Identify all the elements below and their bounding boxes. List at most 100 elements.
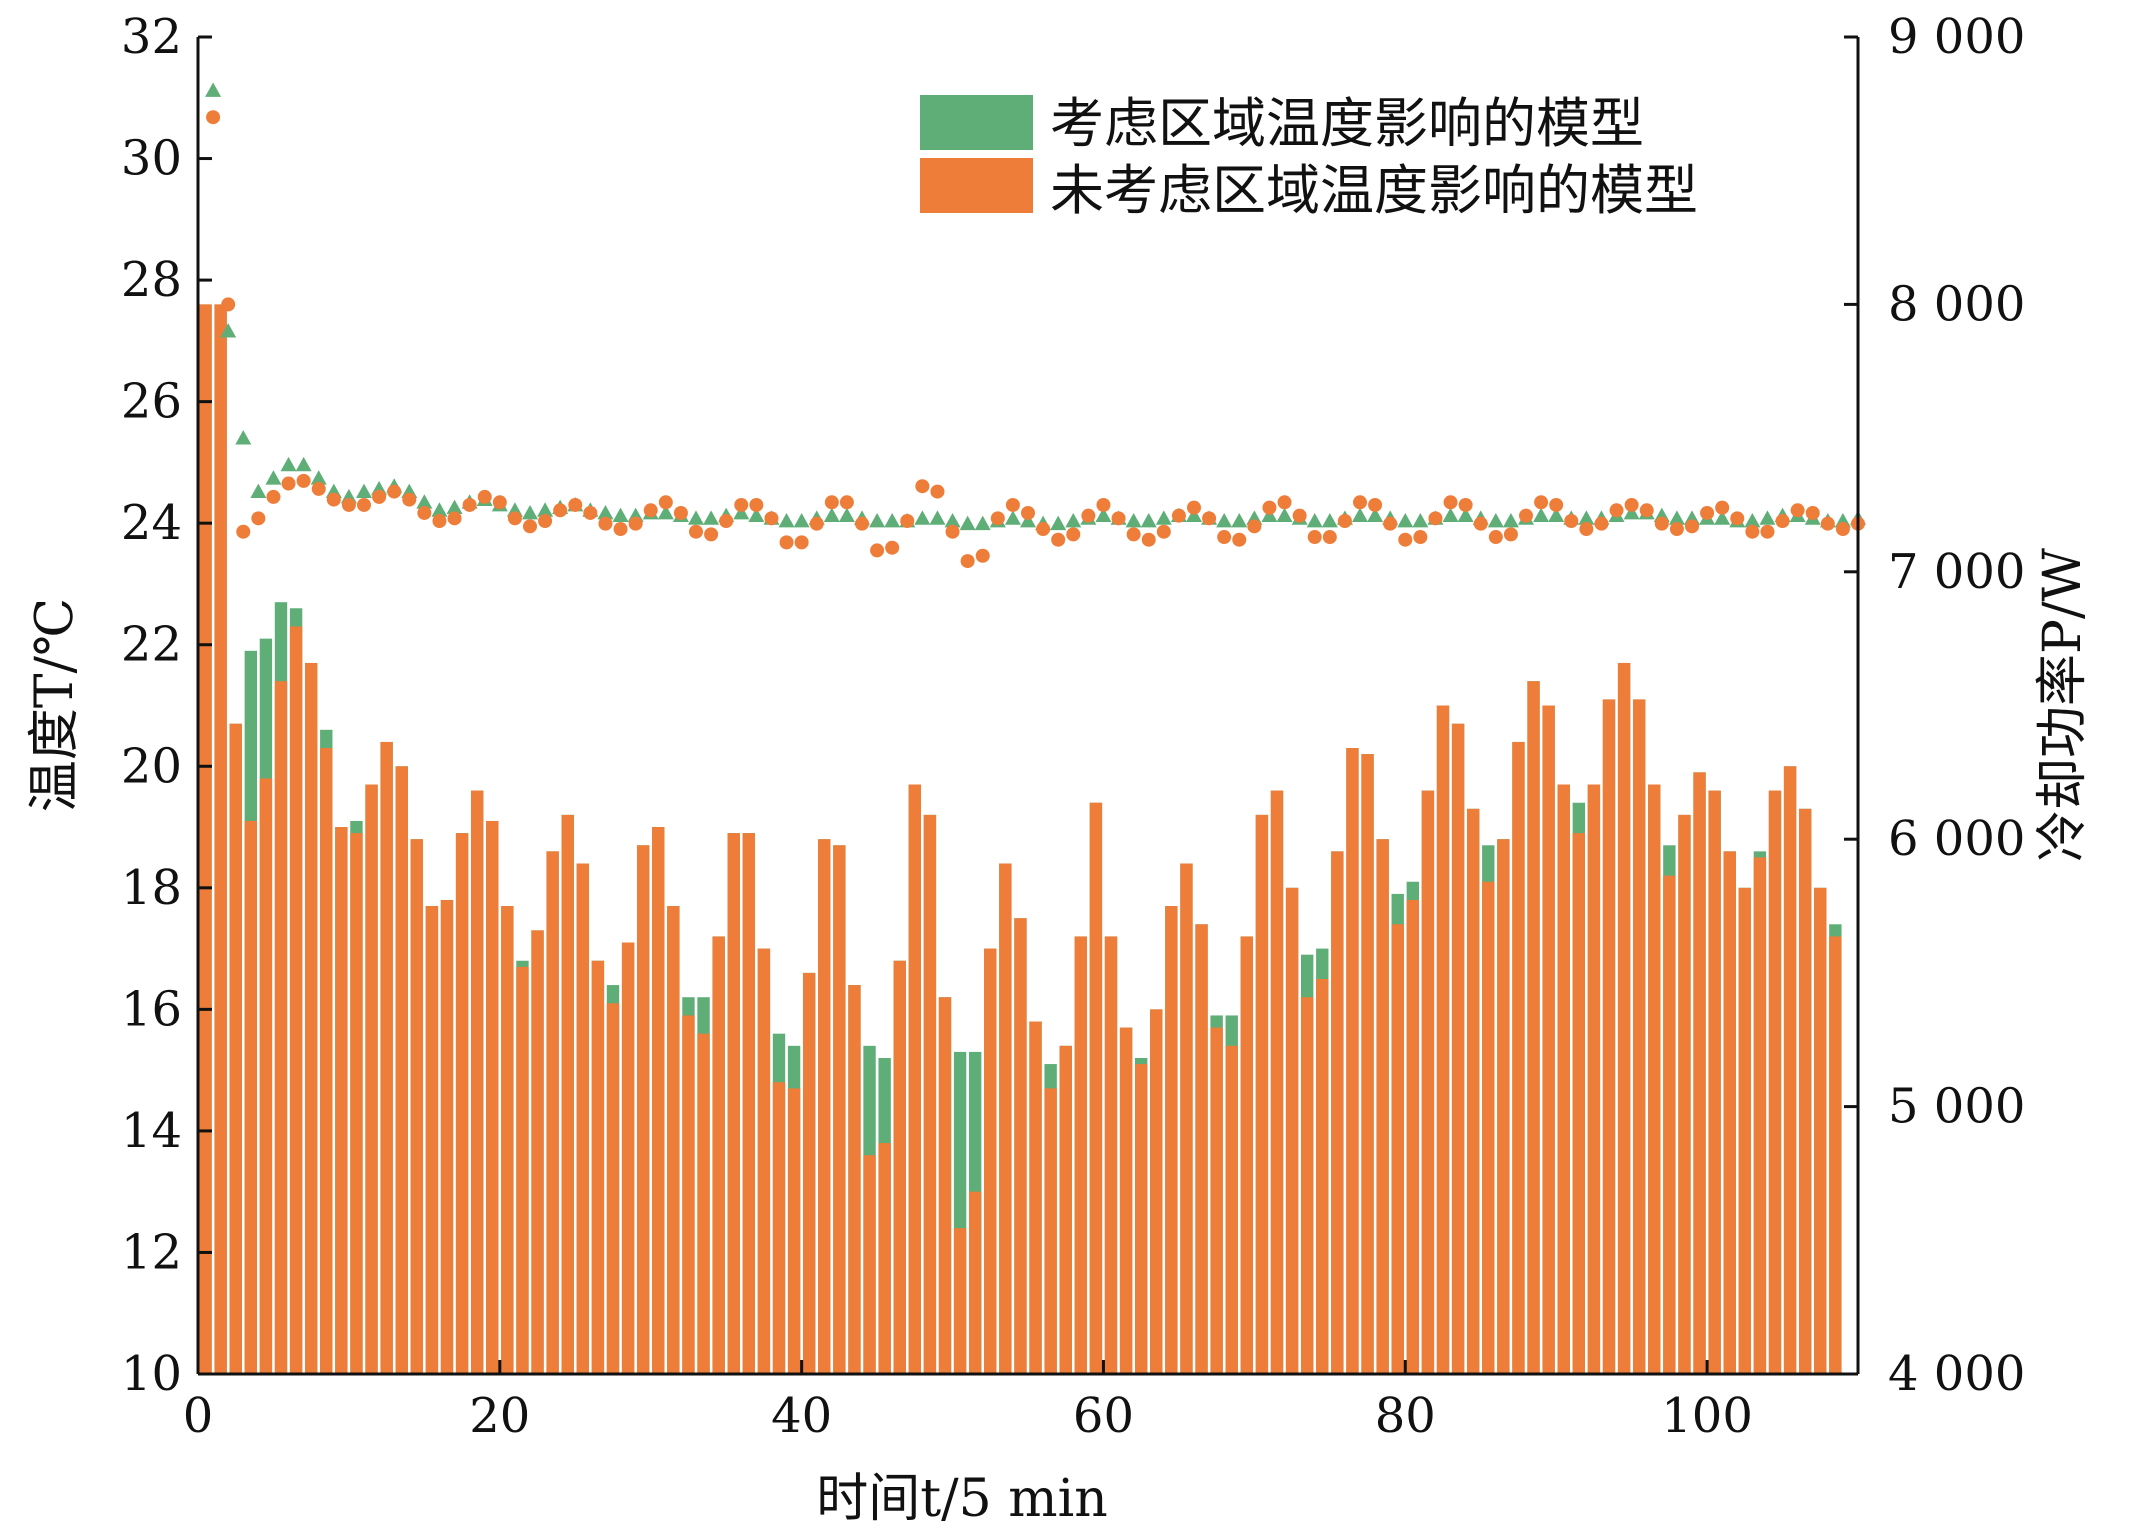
bar-unconsidered: [365, 784, 378, 1374]
bar-unconsidered: [1406, 899, 1420, 1374]
triangle-marker: [733, 504, 750, 520]
bar-unconsidered: [1376, 839, 1389, 1374]
triangle-marker: [431, 502, 448, 517]
circle-marker: [824, 495, 839, 510]
circle-marker: [1383, 516, 1398, 531]
triangle-marker: [1276, 507, 1293, 523]
circle-marker: [492, 495, 507, 510]
circle-marker: [794, 535, 809, 550]
circle-marker: [1443, 495, 1458, 510]
circle-marker: [1579, 522, 1594, 537]
bar-unconsidered: [410, 839, 424, 1374]
triangle-marker: [310, 470, 327, 485]
bar-unconsidered: [455, 833, 469, 1374]
circle-marker: [326, 492, 341, 507]
bar-unconsidered: [1798, 808, 1812, 1374]
left-tick-label: 32: [121, 9, 182, 65]
triangle-marker: [793, 512, 810, 528]
circle-marker: [734, 497, 749, 512]
triangle-marker: [929, 510, 946, 525]
left-axis-title: 温度T/℃: [25, 598, 85, 812]
bar-unconsidered: [1346, 748, 1359, 1374]
circle-marker: [1217, 530, 1232, 545]
bar-unconsidered: [1059, 1045, 1072, 1374]
bar-unconsidered: [1723, 851, 1736, 1374]
circle-marker: [900, 513, 915, 528]
bar-unconsidered: [772, 1082, 786, 1374]
bar-unconsidered: [818, 839, 831, 1374]
circle-marker: [1745, 524, 1760, 539]
left-tick-label: 22: [121, 617, 182, 673]
circle-marker: [1413, 530, 1428, 545]
bar-unconsidered: [742, 833, 756, 1374]
bar-unconsidered: [787, 1088, 801, 1374]
circle-marker: [1187, 500, 1201, 515]
circle-marker: [1473, 516, 1488, 531]
triangle-marker: [612, 507, 629, 523]
right-axis-ticks: 4 000 5 000 6 000 7 000 8 000 9 000: [1844, 9, 2025, 1402]
bar-unconsidered: [1361, 754, 1374, 1374]
circle-marker: [206, 110, 221, 125]
circle-marker: [387, 484, 402, 499]
bar-unconsidered: [591, 960, 605, 1374]
bar-unconsidered: [1421, 790, 1435, 1374]
circle-marker: [1820, 516, 1835, 531]
legend-label-considered: 考虑区域温度影响的模型: [1050, 92, 1644, 155]
triangle-marker: [1487, 512, 1504, 528]
circle-marker: [1760, 524, 1775, 539]
bar-unconsidered: [1436, 705, 1450, 1374]
triangle-marker: [597, 504, 614, 520]
bar-unconsidered: [1512, 741, 1525, 1374]
circle-marker: [553, 503, 568, 518]
bar-unconsidered: [1497, 839, 1510, 1374]
circle-marker: [1488, 530, 1503, 545]
circle-marker: [1805, 505, 1820, 520]
triangle-marker: [1004, 510, 1021, 525]
bar-unconsidered: [350, 833, 363, 1374]
bar-unconsidered: [1632, 699, 1646, 1374]
bar-unconsidered: [1270, 790, 1284, 1374]
bar-unconsidered: [1648, 784, 1661, 1374]
bar-unconsidered: [697, 1033, 710, 1374]
triangle-marker: [1155, 510, 1172, 525]
bar-unconsidered: [1829, 936, 1842, 1374]
bar-unconsidered: [1285, 887, 1299, 1374]
circle-marker: [764, 511, 779, 526]
triangle-marker: [250, 483, 267, 498]
circle-marker: [1669, 522, 1684, 537]
triangle-marker: [1714, 510, 1731, 525]
triangle-marker: [1367, 507, 1384, 523]
bar-unconsidered: [274, 681, 288, 1374]
bar-unconsidered: [1451, 723, 1465, 1374]
circle-marker: [236, 524, 251, 539]
right-axis-title: 冷却功率P/W: [2033, 547, 2093, 862]
triangle-marker: [914, 510, 931, 525]
circle-marker: [1081, 508, 1096, 523]
circle-marker: [1322, 530, 1337, 545]
triangle-marker: [1759, 510, 1776, 525]
left-tick-label: 28: [121, 252, 182, 308]
bar-unconsidered: [1180, 863, 1193, 1374]
x-tick-label: 40: [771, 1388, 832, 1444]
bar-unconsidered: [984, 948, 997, 1374]
bar-unconsidered: [486, 820, 499, 1374]
bar-unconsidered: [1482, 881, 1495, 1374]
bar-unconsidered: [968, 1191, 982, 1374]
circle-marker: [613, 522, 628, 537]
bar-unconsidered: [1814, 887, 1827, 1374]
triangle-marker: [1321, 512, 1338, 528]
bar-unconsidered: [1165, 906, 1178, 1374]
right-tick-label: 5 000: [1888, 1079, 2025, 1135]
bar-unconsidered: [1089, 802, 1103, 1374]
legend-swatch-orange: [920, 158, 1033, 213]
bar-unconsidered: [1572, 833, 1586, 1374]
bar-unconsidered: [923, 814, 937, 1374]
circle-marker: [658, 495, 673, 510]
circle-marker: [704, 527, 719, 542]
bar-unconsidered: [561, 814, 574, 1374]
circle-marker: [1835, 522, 1850, 537]
right-tick-label: 7 000: [1888, 544, 2025, 600]
triangle-marker: [205, 82, 222, 97]
triangle-marker: [1457, 507, 1474, 523]
bar-unconsidered: [848, 985, 861, 1374]
